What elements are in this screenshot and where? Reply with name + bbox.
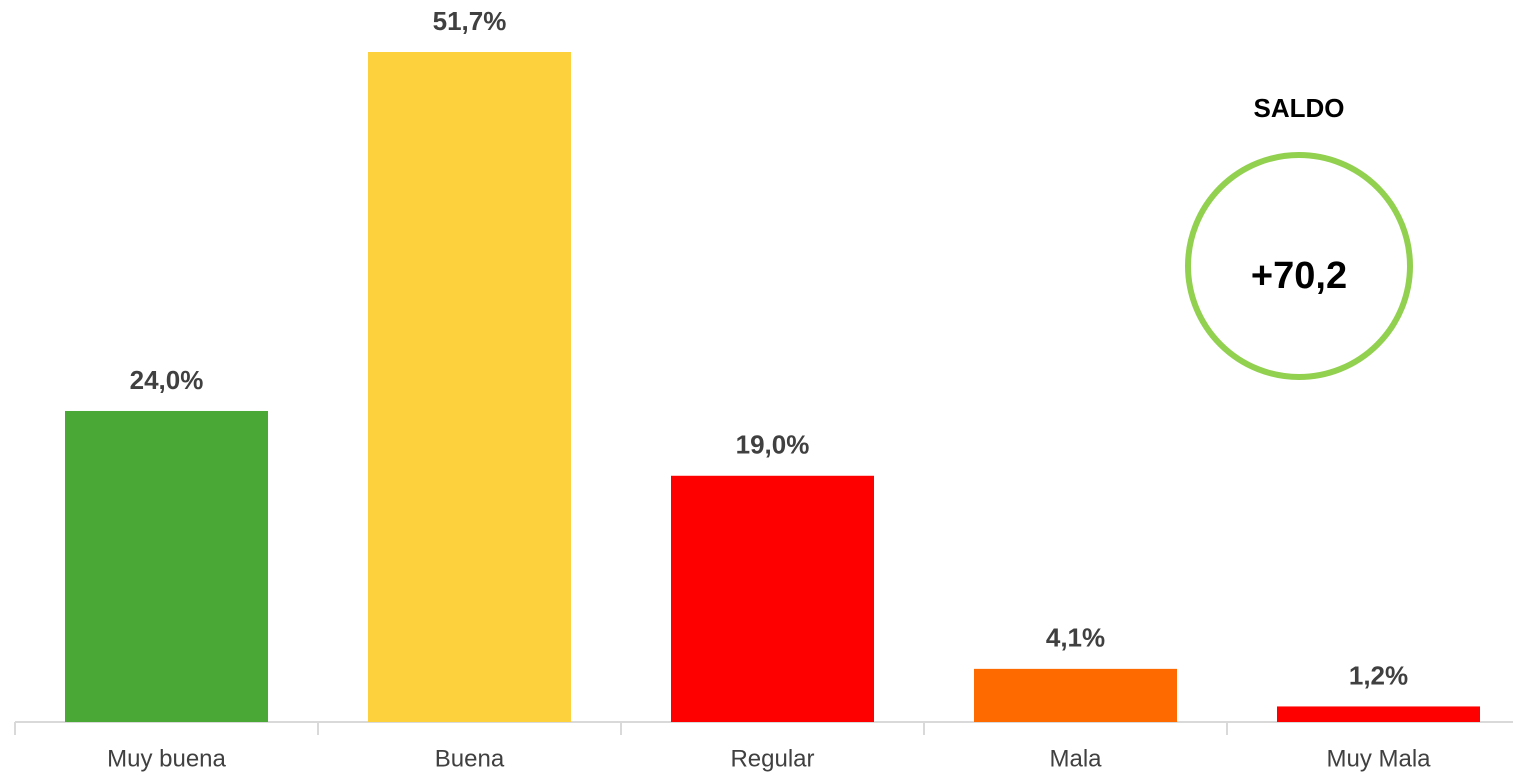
saldo-title: SALDO — [1254, 93, 1345, 123]
x-tick-label: Muy Mala — [1326, 745, 1431, 772]
saldo-circle — [1185, 152, 1413, 380]
value-label: 19,0% — [736, 430, 810, 460]
x-tick-label: Mala — [1049, 745, 1102, 772]
value-label: 24,0% — [130, 365, 204, 395]
bar — [974, 668, 1177, 722]
bar — [65, 410, 268, 722]
x-tick-label: Regular — [730, 745, 814, 772]
saldo-value: +70,2 — [1251, 255, 1347, 297]
value-label: 51,7% — [433, 6, 507, 36]
x-tick-label: Buena — [435, 745, 505, 772]
bar — [1277, 706, 1480, 722]
x-tick-label: Muy buena — [107, 745, 226, 772]
value-label: 4,1% — [1046, 623, 1105, 653]
bar — [671, 475, 874, 722]
value-label: 1,2% — [1349, 660, 1408, 690]
bar — [368, 52, 571, 722]
